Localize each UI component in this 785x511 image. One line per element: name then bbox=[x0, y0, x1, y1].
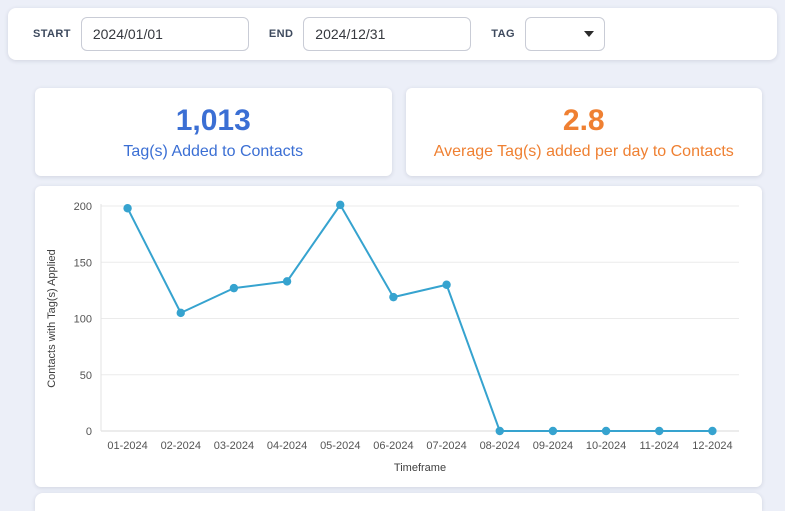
line-chart[interactable]: 0 50 100 150 200 01-2024 02-2024 03-2024 04-2024… bbox=[43, 194, 753, 479]
svg-text:09-2024: 09-2024 bbox=[533, 440, 573, 452]
svg-text:200: 200 bbox=[74, 201, 92, 213]
tag-select[interactable] bbox=[524, 17, 605, 51]
svg-text:06-2024: 06-2024 bbox=[373, 440, 413, 452]
svg-text:02-2024: 02-2024 bbox=[161, 440, 201, 452]
average-tags-card: 2.8 Average Tag(s) added per day to Cont… bbox=[405, 88, 762, 176]
svg-text:100: 100 bbox=[74, 314, 92, 326]
tag-label: TAG bbox=[491, 28, 515, 40]
svg-text:12-2024: 12-2024 bbox=[692, 440, 732, 452]
svg-text:07-2024: 07-2024 bbox=[426, 440, 466, 452]
average-tags-label: Average Tag(s) added per day to Contacts bbox=[433, 142, 734, 160]
svg-text:150: 150 bbox=[74, 257, 92, 269]
start-label: START bbox=[33, 28, 71, 40]
average-tags-value: 2.8 bbox=[562, 103, 605, 137]
svg-text:50: 50 bbox=[80, 370, 92, 382]
svg-text:01-2024: 01-2024 bbox=[107, 440, 147, 452]
svg-text:08-2024: 08-2024 bbox=[480, 440, 520, 452]
stats-row: 1,013 Tag(s) Added to Contacts 2.8 Avera… bbox=[35, 88, 762, 176]
svg-text:Contacts with Tag(s) Applied: Contacts with Tag(s) Applied bbox=[46, 249, 58, 388]
total-tags-label: Tag(s) Added to Contacts bbox=[123, 142, 304, 160]
svg-text:05-2024: 05-2024 bbox=[320, 440, 360, 452]
total-tags-card: 1,013 Tag(s) Added to Contacts bbox=[35, 88, 392, 176]
svg-text:04-2024: 04-2024 bbox=[267, 440, 307, 452]
filter-bar: START END TAG bbox=[8, 8, 777, 60]
start-date-input[interactable] bbox=[80, 17, 249, 51]
svg-text:Timeframe: Timeframe bbox=[394, 462, 446, 474]
end-date-input[interactable] bbox=[303, 17, 472, 51]
footer-card bbox=[35, 493, 762, 511]
svg-text:10-2024: 10-2024 bbox=[586, 440, 626, 452]
chart-card: 0 50 100 150 200 01-2024 02-2024 03-2024 04-2024… bbox=[35, 186, 762, 487]
chevron-down-icon bbox=[583, 31, 594, 37]
end-label: END bbox=[268, 28, 294, 40]
total-tags-value: 1,013 bbox=[175, 103, 251, 137]
svg-text:03-2024: 03-2024 bbox=[214, 440, 254, 452]
svg-text:0: 0 bbox=[86, 426, 92, 438]
svg-text:11-2024: 11-2024 bbox=[639, 440, 679, 452]
